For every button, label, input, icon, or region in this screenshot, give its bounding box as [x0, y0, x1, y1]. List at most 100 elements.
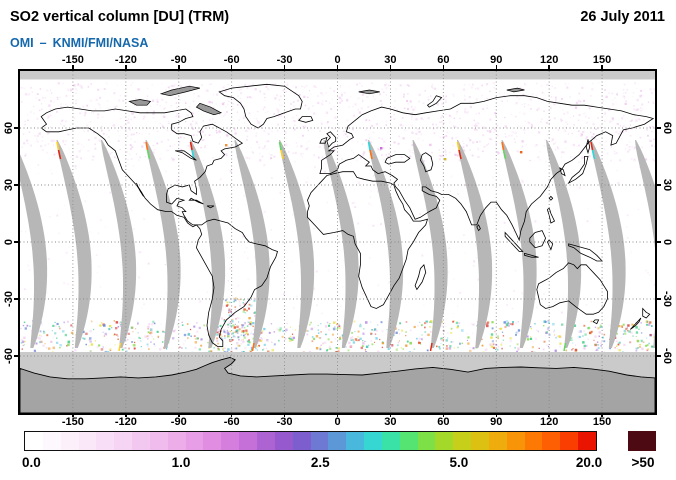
- colorbar-segment: [203, 432, 222, 450]
- arctic-islands: [128, 85, 525, 116]
- lon-tick-label-top: -150: [61, 54, 84, 66]
- lon-tick-label-top: 120: [539, 54, 559, 66]
- colorbar-segment: [399, 432, 418, 450]
- axis-tick: [125, 413, 127, 417]
- lon-tick-label-top: 30: [384, 54, 397, 66]
- lon-tick-label-bottom: 60: [437, 416, 450, 428]
- axis-tick: [548, 65, 550, 69]
- axis-tick: [601, 65, 603, 69]
- axis-tick: [14, 298, 18, 300]
- colorbar-value-label: 20.0: [575, 455, 603, 470]
- axis-tick: [14, 355, 18, 357]
- axis-tick: [336, 65, 339, 69]
- axis-tick: [389, 65, 392, 69]
- colorbar-segment: [560, 432, 579, 450]
- axis-tick: [601, 413, 603, 417]
- colorbar-segment: [256, 432, 275, 450]
- axis-tick: [657, 355, 661, 357]
- lon-tick-label-bottom: -30: [276, 416, 293, 428]
- lon-tick-label-top: -120: [114, 54, 137, 66]
- axis-tick: [495, 413, 497, 417]
- colorbar-overflow-box: [628, 431, 656, 451]
- lat-tick-label-right: 60: [661, 121, 673, 135]
- axis-tick: [178, 413, 180, 417]
- colorbar-segment: [310, 432, 329, 450]
- colorbar-segment: [239, 432, 257, 450]
- world-map-plot: [11, 71, 671, 414]
- colorbar-overflow-label: >50: [631, 455, 655, 470]
- colorbar-segment: [524, 432, 543, 450]
- lat-tick-label-right: 30: [661, 178, 673, 192]
- lon-tick-label-bottom: -120: [114, 416, 137, 428]
- axis-tick: [336, 413, 339, 417]
- figure-source-line: OMI – KNMI/FMI/NASA: [10, 36, 154, 50]
- colorbar-value-label: 2.5: [310, 455, 330, 470]
- axis-tick: [14, 127, 18, 129]
- coastlines: [40, 83, 655, 347]
- instrument-label: OMI: [10, 36, 34, 50]
- colorbar-segment: [60, 432, 79, 450]
- lon-tick-label-top: 150: [592, 54, 612, 66]
- colorbar-segment: [25, 432, 43, 450]
- so2-speckle-field: [20, 82, 657, 355]
- lon-tick-label-top: -90: [170, 54, 187, 66]
- colorbar-segment: [274, 432, 293, 450]
- axis-tick: [125, 65, 127, 69]
- axis-tick: [548, 413, 550, 417]
- colorbar-segment: [132, 432, 150, 450]
- colorbar-segment: [149, 432, 168, 450]
- axis-tick: [657, 127, 661, 129]
- axis-tick: [442, 413, 445, 417]
- colorbar-value-label: 5.0: [449, 455, 469, 470]
- axis-tick: [14, 184, 18, 186]
- lon-tick-label-bottom: 0: [334, 416, 341, 428]
- lat-tick-label-right: -60: [661, 348, 673, 364]
- map-frame: [11, 69, 671, 415]
- lon-tick-label-bottom: -60: [223, 416, 240, 428]
- colorbar-segment: [328, 432, 347, 450]
- colorbar-segment: [96, 432, 115, 450]
- colorbar-segment: [114, 432, 133, 450]
- lon-tick-label-bottom: 30: [384, 416, 397, 428]
- colorbar-segment: [167, 432, 186, 450]
- axis-tick: [283, 413, 286, 417]
- colorbar-segment: [364, 432, 382, 450]
- colorbar-segment: [488, 432, 507, 450]
- axis-tick: [230, 65, 233, 69]
- colorbar-segment: [346, 432, 365, 450]
- lat-tick-label-right: 0: [661, 238, 673, 246]
- axis-tick: [389, 413, 392, 417]
- lon-tick-label-top: -60: [223, 54, 240, 66]
- axis-tick: [72, 413, 74, 417]
- lat-tick-label-right: -30: [661, 291, 673, 307]
- axis-tick: [657, 298, 661, 300]
- colorbar-segment: [42, 432, 61, 450]
- colorbar-segment: [292, 432, 311, 450]
- figure-title: SO2 vertical column [DU] (TRM): [10, 9, 230, 25]
- colorbar-segment: [506, 432, 525, 450]
- colorbar-segment: [578, 432, 596, 450]
- colorbar-segment: [417, 432, 436, 450]
- colorbar: [24, 431, 597, 451]
- axis-tick: [442, 65, 445, 69]
- colorbar-segment: [78, 432, 97, 450]
- colorbar-segment: [221, 432, 240, 450]
- colorbar-segment: [471, 432, 489, 450]
- axis-tick: [657, 184, 661, 186]
- lon-tick-label-bottom: 120: [539, 416, 559, 428]
- agencies-label: KNMI/FMI/NASA: [52, 36, 149, 50]
- lon-tick-label-top: -30: [276, 54, 293, 66]
- lon-tick-label-bottom: 90: [490, 416, 503, 428]
- lon-tick-label-bottom: -150: [61, 416, 84, 428]
- graticule: [20, 71, 655, 413]
- source-dash: –: [39, 36, 47, 50]
- figure-date: 26 July 2011: [580, 9, 665, 25]
- lon-tick-label-top: 90: [490, 54, 503, 66]
- lon-tick-label-top: 60: [437, 54, 450, 66]
- colorbar-value-label: 1.0: [171, 455, 191, 470]
- axis-tick: [283, 65, 286, 69]
- colorbar-segment: [453, 432, 472, 450]
- colorbar-segment: [185, 432, 204, 450]
- colorbar-segment: [542, 432, 561, 450]
